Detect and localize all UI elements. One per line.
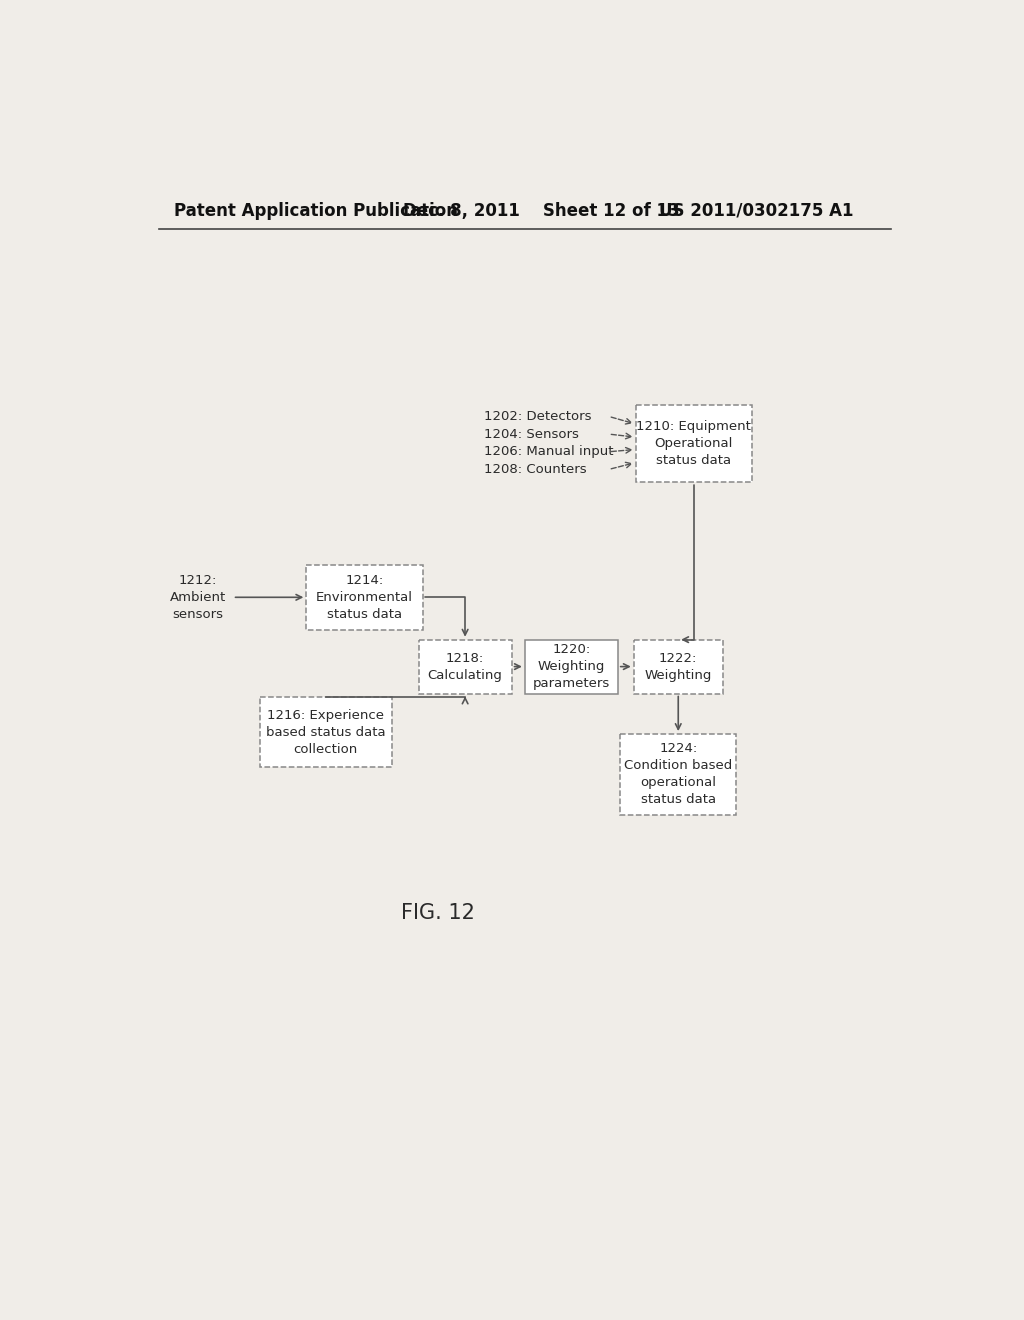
Text: 1216: Experience
based status data
collection: 1216: Experience based status data colle… (266, 709, 385, 755)
Text: 1204: Sensors: 1204: Sensors (484, 428, 580, 441)
Bar (634, 640, 723, 693)
Text: Dec. 8, 2011    Sheet 12 of 13: Dec. 8, 2011 Sheet 12 of 13 (403, 202, 680, 219)
Text: 1212:
Ambient
sensors: 1212: Ambient sensors (170, 574, 226, 620)
Bar (636, 405, 752, 482)
Text: 1220:
Weighting
parameters: 1220: Weighting parameters (532, 643, 610, 690)
Bar (419, 640, 512, 693)
Text: FIG. 12: FIG. 12 (401, 903, 475, 923)
Text: 1206: Manual input: 1206: Manual input (484, 445, 614, 458)
Bar (621, 734, 736, 814)
Bar (524, 640, 617, 693)
Text: 1208: Counters: 1208: Counters (484, 463, 587, 477)
Text: 1224:
Condition based
operational
status data: 1224: Condition based operational status… (624, 742, 732, 807)
Text: 1210: Equipment
Operational
status data: 1210: Equipment Operational status data (636, 420, 752, 467)
Bar (260, 697, 391, 767)
Text: Patent Application Publication: Patent Application Publication (174, 202, 459, 219)
Text: US 2011/0302175 A1: US 2011/0302175 A1 (658, 202, 853, 219)
Text: 1222:
Weighting: 1222: Weighting (644, 652, 712, 681)
Text: 1214:
Environmental
status data: 1214: Environmental status data (315, 574, 413, 620)
Text: 1202: Detectors: 1202: Detectors (484, 409, 592, 422)
Bar (306, 565, 423, 630)
Text: 1218:
Calculating: 1218: Calculating (428, 652, 503, 681)
